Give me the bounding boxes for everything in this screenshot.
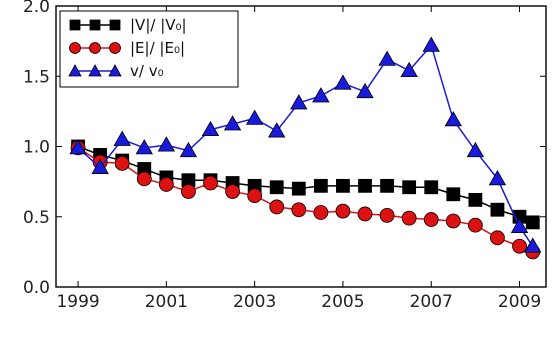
data-point (114, 155, 130, 171)
data-point (312, 87, 330, 103)
y-tick-label: 1.5 (23, 67, 50, 87)
legend-marker (69, 19, 81, 31)
y-tick-label: 2.0 (23, 0, 50, 17)
legend-label: v/ v₀ (130, 62, 164, 80)
data-point (69, 139, 87, 155)
data-point (335, 203, 351, 219)
legend-item: |E|/ |E₀| (69, 39, 185, 57)
data-point (91, 158, 109, 174)
data-point (446, 187, 461, 202)
data-point (334, 74, 352, 90)
series-group (69, 36, 542, 260)
x-tick-label: 2001 (145, 292, 188, 312)
series-triangle (69, 36, 542, 253)
y-tick-label: 0.5 (23, 208, 50, 228)
data-point (402, 180, 417, 195)
data-point (400, 61, 418, 78)
data-point (357, 206, 373, 222)
y-tick-label: 0.0 (23, 278, 50, 298)
data-point (313, 205, 329, 220)
data-point (225, 184, 240, 199)
data-point (358, 178, 372, 193)
axis-ticks: 1999 2001 2003 2005 2007 2009 0.0 0.5 1.0 1.5 2.0 (23, 0, 546, 312)
data-point (136, 171, 152, 187)
series-line (77, 147, 534, 253)
legend-marker (89, 19, 101, 31)
data-point (291, 202, 307, 218)
data-point (401, 210, 417, 226)
data-point (379, 207, 395, 223)
data-point (223, 115, 242, 131)
data-point (423, 212, 439, 227)
data-point (179, 141, 198, 158)
data-point (203, 175, 218, 191)
data-point (291, 181, 306, 196)
data-point (157, 136, 176, 152)
data-point (445, 213, 461, 229)
data-point (444, 110, 462, 127)
data-point (378, 50, 396, 66)
data-point (181, 184, 196, 199)
data-point (380, 178, 394, 193)
legend-item: v/ v₀ (68, 62, 164, 80)
data-point (467, 217, 483, 233)
data-point (158, 177, 174, 192)
x-tick-label: 1999 (56, 292, 99, 312)
legend-label: |V|/ |V₀| (130, 16, 187, 34)
data-point (113, 130, 131, 146)
x-tick-label: 2005 (321, 292, 364, 312)
data-point (424, 180, 439, 195)
series-line (77, 43, 534, 247)
legend-marker (69, 42, 81, 54)
data-point (422, 36, 440, 52)
legend-marker (109, 42, 121, 54)
data-point (336, 178, 350, 193)
legend: |V|/ |V₀| |E|/ |E₀| v/ v₀ (59, 10, 239, 88)
data-point (269, 199, 285, 215)
legend-marker (109, 19, 121, 31)
data-point (512, 238, 527, 254)
legend-label: |E|/ |E₀| (130, 39, 185, 57)
data-point (135, 139, 153, 155)
legend-marker (88, 64, 102, 77)
data-point (488, 170, 507, 186)
data-point (313, 178, 328, 193)
data-point (490, 202, 505, 217)
data-point (201, 120, 220, 137)
legend-items: |V|/ |V₀| |E|/ |E₀| v/ v₀ (68, 16, 187, 80)
data-point (247, 188, 263, 204)
data-point (468, 192, 483, 207)
data-point (290, 94, 308, 110)
data-point (356, 82, 374, 99)
x-tick-label: 2007 (410, 292, 453, 312)
data-point (490, 230, 505, 246)
data-point (269, 180, 284, 195)
data-point (510, 217, 529, 233)
legend-marker (108, 64, 122, 77)
data-point (245, 109, 264, 125)
x-tick-label: 2009 (498, 292, 541, 312)
legend-marker (68, 64, 82, 77)
legend-marker (89, 42, 101, 54)
legend-item: |V|/ |V₀| (69, 16, 187, 34)
y-tick-label: 1.0 (23, 138, 50, 158)
data-point (466, 141, 485, 158)
data-point (524, 237, 542, 253)
x-tick-label: 2003 (233, 292, 276, 312)
data-point (525, 215, 540, 230)
data-point (268, 122, 286, 138)
series-line (77, 145, 534, 224)
